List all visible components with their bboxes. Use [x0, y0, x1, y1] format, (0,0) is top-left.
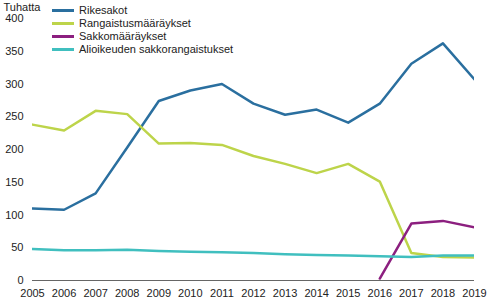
svg-text:100: 100 — [5, 209, 23, 221]
svg-text:2006: 2006 — [52, 287, 76, 299]
html-text:Rikesakot: Rikesakot — [79, 4, 128, 16]
svg-text:0: 0 — [17, 274, 23, 286]
svg-text:150: 150 — [5, 176, 23, 188]
svg-text:2015: 2015 — [336, 287, 360, 299]
svg-text:200: 200 — [5, 143, 23, 155]
svg-text:250: 250 — [5, 110, 23, 122]
svg-text:2011: 2011 — [210, 287, 234, 299]
svg-text:2009: 2009 — [147, 287, 171, 299]
svg-text:50: 50 — [11, 241, 23, 253]
svg-text:2014: 2014 — [304, 287, 328, 299]
svg-text:2019: 2019 — [462, 287, 486, 299]
html-text:Sakkomääräykset: Sakkomääräykset — [79, 30, 167, 42]
svg-text:2010: 2010 — [178, 287, 202, 299]
svg-text:2017: 2017 — [399, 287, 423, 299]
svg-text:2013: 2013 — [273, 287, 297, 299]
html-text:Alioikeuden sakkorangaistukset: Alioikeuden sakkorangaistukset — [79, 43, 234, 55]
svg-text:2018: 2018 — [431, 287, 455, 299]
svg-text:350: 350 — [5, 45, 23, 57]
html-text:Rangaistusmääräykset: Rangaistusmääräykset — [79, 17, 191, 29]
svg-text:2012: 2012 — [241, 287, 265, 299]
svg-text:400: 400 — [5, 12, 23, 24]
svg-text:2008: 2008 — [115, 287, 139, 299]
svg-text:2016: 2016 — [368, 287, 392, 299]
svg-text:300: 300 — [5, 78, 23, 90]
svg-text:2005: 2005 — [20, 287, 44, 299]
svg-text:2007: 2007 — [83, 287, 107, 299]
svg-text:Tuhatta: Tuhatta — [4, 1, 42, 13]
